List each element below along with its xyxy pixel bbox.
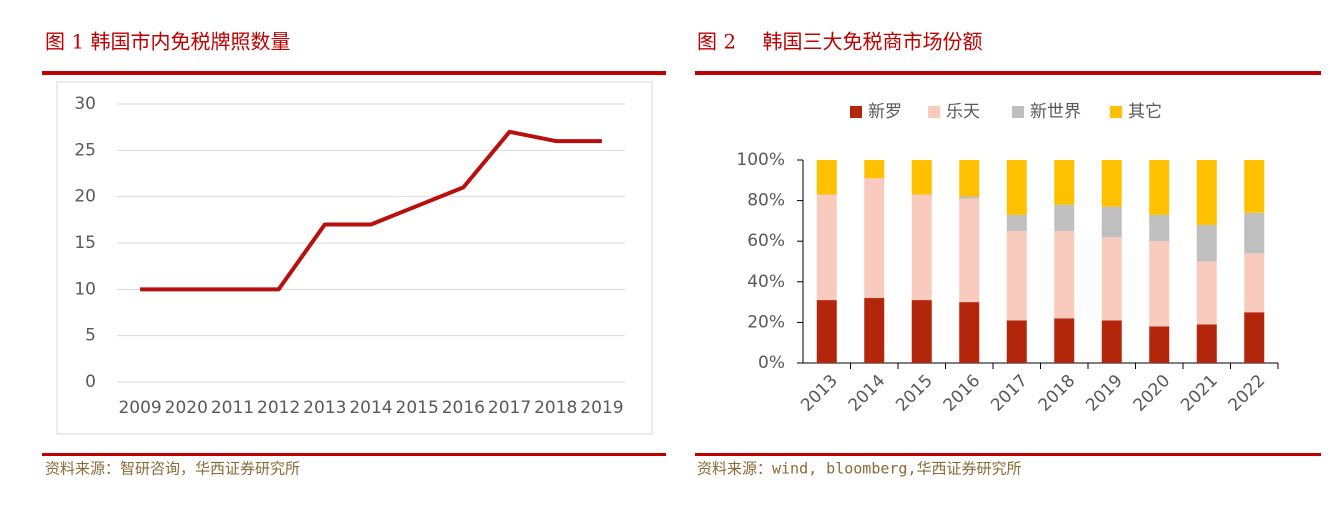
x-tick-label: 2020 [165,398,208,418]
bar-segment [864,160,885,179]
legend-swatch [928,106,940,118]
bar-segment [1149,326,1170,363]
y-tick-label: 30 [74,94,96,114]
y-tick-label: 20 [74,187,96,207]
chart-title: 图 1 韩国市内免税牌照数量 [45,30,290,54]
bar-segment [1196,261,1217,325]
bar-segment [1054,204,1075,232]
bar-segment [1244,212,1265,254]
x-tick-label: 2017 [987,371,1032,416]
bar-segment [911,300,932,363]
y-tick-label: 25 [74,140,96,160]
legend-swatch [1110,106,1122,118]
bar-segment [1101,320,1122,363]
x-tick-label: 2018 [534,398,577,418]
bar-segment [1244,253,1265,313]
bar-segment [911,194,932,301]
legend-label: 乐天 [946,102,980,122]
legend-label: 新罗 [868,102,902,122]
bar-segment [1149,241,1170,327]
x-tick-label: 2015 [396,398,439,418]
y-tick-label: 80% [747,191,785,211]
bar-segment [1149,160,1170,215]
x-tick-label: 2013 [303,398,346,418]
x-tick-label: 2022 [1225,371,1270,416]
bar-segment [864,178,885,299]
x-tick-label: 2011 [211,398,254,418]
bar-segment [1196,160,1217,225]
bar-segment [816,160,837,195]
bar-segment [1006,231,1027,321]
bar-segment [864,298,885,363]
bar-segment [959,302,980,363]
bar-segment [959,160,980,197]
bar-segment [1006,214,1027,232]
x-tick-label: 2015 [892,371,937,416]
y-tick-label: 15 [74,233,96,253]
rule [695,71,1321,75]
legend-swatch [850,106,862,118]
bar-segment [816,194,837,301]
bar-segment [959,198,980,303]
bar-segment [1101,160,1122,207]
chart-title: 图 2 韩国三大免税商市场份额 [697,30,982,54]
x-tick-label: 2017 [488,398,531,418]
x-tick-label: 2018 [1035,371,1080,416]
bar-segment [1149,214,1170,242]
x-tick-label: 2014 [845,371,890,416]
rule [42,71,666,75]
bar-segment [1101,206,1122,238]
x-tick-label: 2021 [1177,371,1222,416]
bar-segment [1244,312,1265,363]
x-tick-label: 2019 [1082,371,1127,416]
x-tick-label: 2016 [442,398,485,418]
data-line [140,129,602,292]
y-tick-label: 60% [747,231,785,251]
bar-segment [1054,160,1075,205]
y-tick-label: 10 [74,279,96,299]
source-note: 资料来源：智研咨询，华西证券研究所 [45,460,300,478]
y-tick-label: 100% [736,150,785,170]
x-tick-label: 2013 [797,371,842,416]
bar-segment [1244,160,1265,213]
bar-segment [911,160,932,195]
x-tick-label: 2019 [580,398,623,418]
bar-segment [1006,160,1027,215]
rule [42,453,666,456]
bar-segment [1054,231,1075,319]
legend-label: 新世界 [1030,102,1081,122]
y-tick-label: 20% [747,312,785,332]
chart-frame [56,81,653,435]
bar-segment [1196,224,1217,262]
y-tick-label: 40% [747,272,785,292]
y-tick-label: 0% [758,353,785,373]
x-tick-label: 2016 [940,371,985,416]
bar-segment [1196,324,1217,363]
y-tick-label: 5 [85,326,96,346]
x-tick-label: 2009 [118,398,161,418]
x-tick-label: 2020 [1130,371,1175,416]
source-note: 资料来源：wind, bloomberg,华西证券研究所 [697,460,1022,478]
bar-segment [816,300,837,363]
bar-segment [1054,318,1075,363]
legend-swatch [1012,106,1024,118]
y-tick-label: 0 [85,372,96,392]
bar-segment [1006,320,1027,363]
x-tick-label: 2014 [349,398,392,418]
legend-label: 其它 [1128,102,1162,122]
bar-segment [1101,237,1122,321]
rule [695,453,1321,456]
bar-segment [959,196,980,199]
x-tick-label: 2012 [257,398,300,418]
